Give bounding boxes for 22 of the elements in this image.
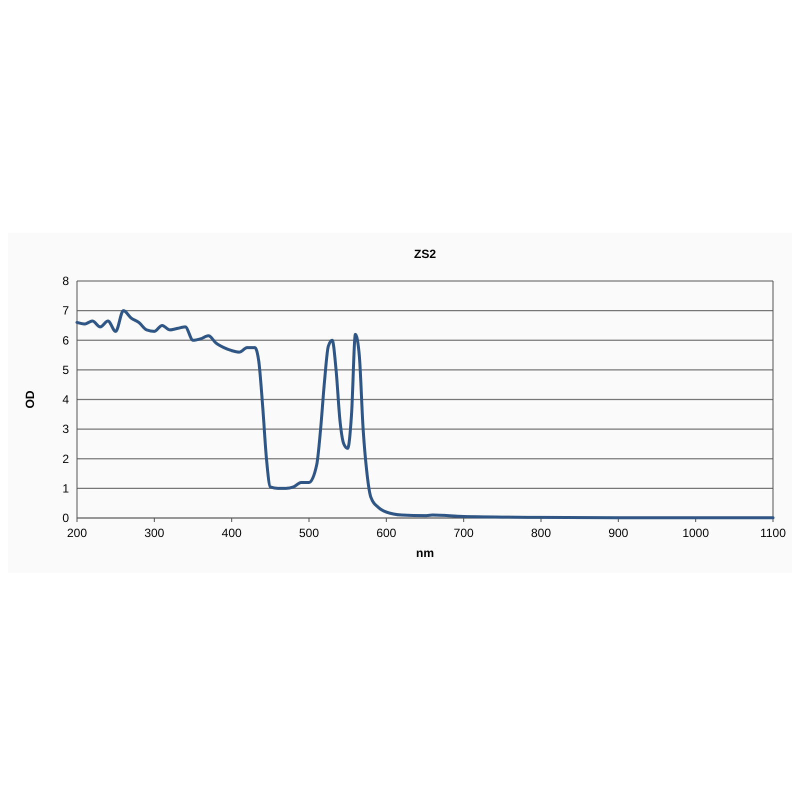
y-tick-label: 7 (62, 304, 70, 318)
y-tick-label: 1 (62, 481, 70, 496)
x-tick-label: 1000 (682, 526, 710, 540)
y-tick-label: 4 (62, 392, 70, 406)
y-tick-label: 3 (62, 422, 70, 436)
chart-title: ZS2 (414, 247, 436, 261)
x-axis-title: nm (416, 546, 434, 560)
y-tick-label: 6 (62, 333, 70, 348)
x-tick-label: 400 (222, 526, 242, 540)
x-tick-label: 900 (608, 526, 629, 540)
x-tick-label: 800 (530, 526, 552, 540)
y-axis-title: OD (23, 390, 37, 408)
y-tick-label: 8 (62, 274, 70, 288)
y-tick-label: 5 (62, 362, 70, 377)
y-tick-label: 2 (62, 452, 70, 466)
x-tick-label: 700 (454, 526, 474, 540)
x-tick-label: 1100 (760, 526, 786, 540)
x-tick-label: 300 (144, 526, 165, 540)
x-tick-label: 500 (298, 526, 320, 540)
x-tick-label: 600 (376, 526, 397, 540)
x-tick-label: 200 (66, 526, 88, 540)
y-tick-label: 0 (62, 511, 70, 525)
